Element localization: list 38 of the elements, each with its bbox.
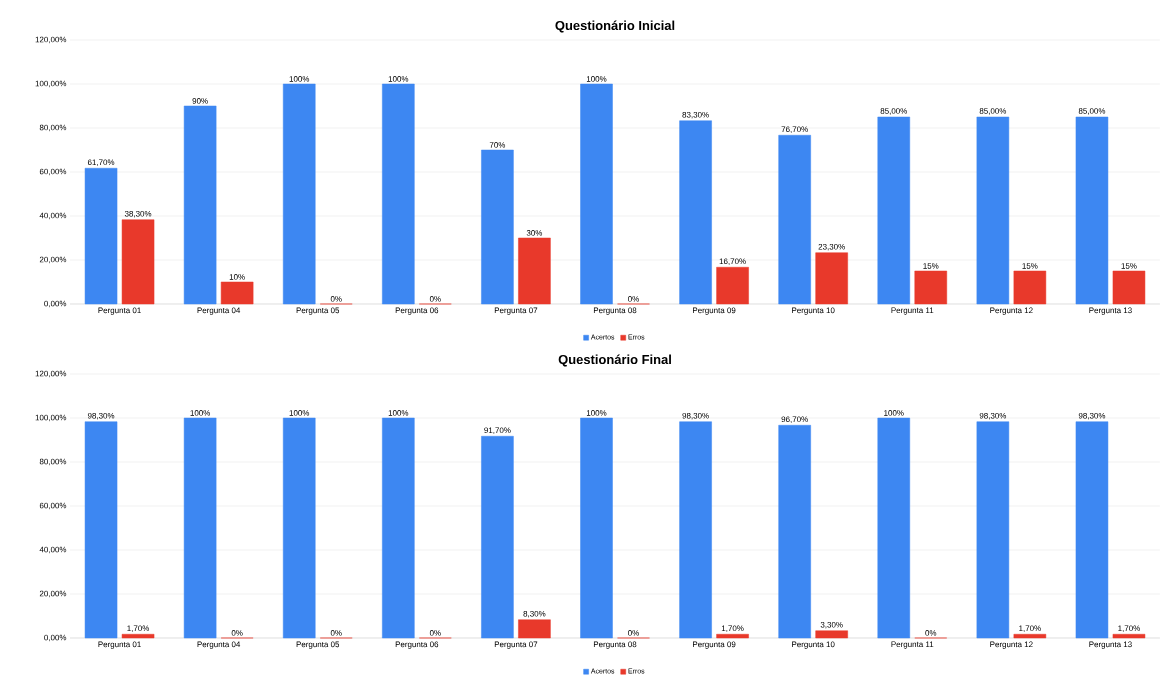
bar [282, 83, 316, 305]
bar [679, 421, 712, 639]
bar [518, 237, 551, 305]
bar [679, 120, 712, 305]
bar [778, 425, 811, 639]
bar [121, 219, 155, 305]
bar [877, 116, 911, 305]
bar [778, 135, 811, 305]
bar [580, 83, 613, 305]
bar [382, 83, 415, 305]
bar [382, 417, 415, 639]
bar [1013, 270, 1047, 305]
chart-title: Questionário Final [558, 354, 671, 367]
bar [220, 281, 254, 305]
bar [815, 630, 848, 639]
bar [481, 436, 514, 639]
bar [976, 421, 1010, 639]
bar [1013, 634, 1047, 639]
bar [121, 634, 155, 639]
bar [1075, 421, 1109, 639]
bar [518, 619, 551, 639]
bar [84, 421, 118, 639]
bar [716, 634, 749, 639]
chart-title: Questionário Inicial [555, 20, 675, 33]
bar [1112, 270, 1146, 305]
bar [580, 417, 613, 639]
bar [716, 267, 749, 305]
bar [976, 116, 1010, 305]
bar [183, 105, 217, 305]
bar [815, 252, 848, 305]
bar [282, 417, 316, 639]
bar [914, 270, 948, 305]
bar [84, 168, 118, 305]
bar [877, 417, 911, 639]
bar [183, 417, 217, 639]
bar [1075, 116, 1109, 305]
bar [1112, 634, 1146, 639]
bar [481, 149, 514, 305]
